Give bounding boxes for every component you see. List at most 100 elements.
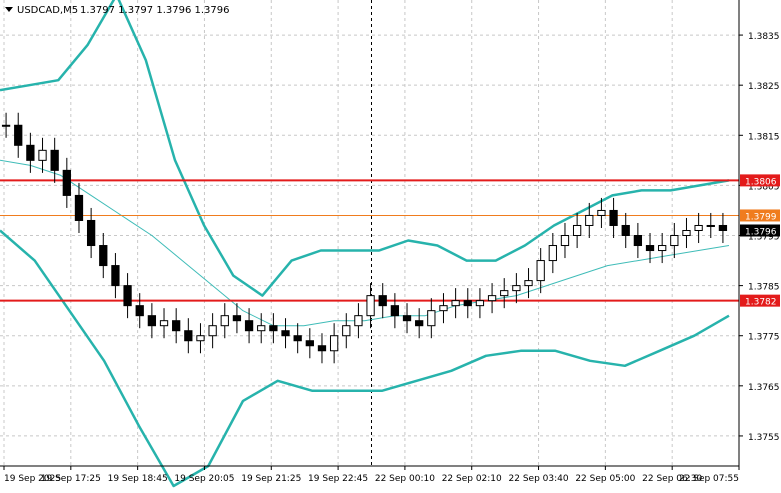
level-labels: 1.3806 1.3782 1.3799 1.3796 bbox=[740, 174, 780, 308]
time-tick-label: 19 Sep 21:25 bbox=[241, 474, 301, 484]
candle-body[interactable] bbox=[74, 194, 84, 221]
candle-body[interactable] bbox=[354, 315, 363, 327]
candle-body[interactable] bbox=[682, 229, 691, 237]
candle-body[interactable] bbox=[536, 260, 545, 282]
candle-body[interactable] bbox=[244, 320, 254, 332]
candle-body[interactable] bbox=[220, 315, 229, 327]
candle-body[interactable] bbox=[99, 245, 108, 267]
candle-body[interactable] bbox=[172, 320, 181, 332]
time-tick-label: 19 Sep 20:05 bbox=[174, 474, 234, 484]
time-tick-label: 22 Sep 00:10 bbox=[375, 474, 435, 484]
candle-body[interactable] bbox=[38, 149, 47, 161]
candle-body[interactable] bbox=[658, 245, 667, 252]
candle-body[interactable] bbox=[317, 345, 327, 352]
candle-body[interactable] bbox=[560, 235, 570, 247]
candle-body[interactable] bbox=[524, 280, 533, 287]
candle-body[interactable] bbox=[500, 290, 509, 297]
candle-body[interactable] bbox=[14, 124, 23, 146]
price-tick-label: 1.3795 bbox=[748, 233, 780, 243]
bollinger-upper-line bbox=[0, 0, 730, 297]
time-tick-label: 19 Sep 22:45 bbox=[308, 474, 368, 484]
candle-body[interactable] bbox=[378, 295, 387, 307]
time-tick-label: 22 Sep 05:00 bbox=[575, 474, 635, 484]
candle-body[interactable] bbox=[159, 320, 169, 327]
candle-body[interactable] bbox=[572, 224, 582, 237]
level-label: 1.3799 bbox=[745, 212, 777, 222]
candle-body[interactable] bbox=[111, 265, 120, 287]
candle-body[interactable] bbox=[1, 124, 11, 127]
candle-body[interactable] bbox=[548, 245, 557, 262]
level-label-bg bbox=[740, 209, 780, 222]
candle-body[interactable] bbox=[50, 149, 59, 171]
candle-body[interactable] bbox=[232, 315, 242, 322]
level-label-bg bbox=[740, 174, 780, 187]
time-tick-label: 19 Sep 17:25 bbox=[41, 474, 101, 484]
candle-body[interactable] bbox=[62, 169, 71, 196]
candle-body[interactable] bbox=[342, 325, 351, 337]
ohlc-readout: 1.3797 1.3797 1.3796 1.3796 bbox=[80, 5, 230, 16]
candle-body[interactable] bbox=[86, 219, 96, 247]
candle-body[interactable] bbox=[26, 144, 35, 161]
candle-body[interactable] bbox=[706, 224, 715, 227]
candle-body[interactable] bbox=[633, 235, 643, 247]
candle-body[interactable] bbox=[329, 335, 339, 352]
candle-body[interactable] bbox=[415, 320, 424, 327]
time-tick-label: 22 Sep 06:30 bbox=[642, 474, 702, 484]
price-tick-label: 1.3765 bbox=[748, 383, 780, 393]
candle-body[interactable] bbox=[512, 285, 521, 292]
candle-body[interactable] bbox=[305, 340, 314, 347]
bollinger-lower-line bbox=[0, 229, 730, 488]
bid-label: 1.3796 bbox=[745, 227, 777, 237]
candle-body[interactable] bbox=[196, 335, 205, 342]
candle-body[interactable] bbox=[135, 305, 144, 317]
candle-body[interactable] bbox=[670, 235, 679, 247]
candle-body[interactable] bbox=[208, 325, 217, 337]
candle-body[interactable] bbox=[621, 224, 630, 237]
level-label-bg bbox=[740, 294, 780, 307]
candle-body[interactable] bbox=[463, 300, 472, 307]
candle-body[interactable] bbox=[147, 315, 157, 327]
candle-body[interactable] bbox=[184, 330, 193, 342]
candle-body[interactable] bbox=[427, 310, 436, 327]
time-tick-label: 19 Sep 18:45 bbox=[108, 474, 168, 484]
candle-body[interactable] bbox=[451, 300, 460, 307]
candle-body[interactable] bbox=[609, 209, 618, 226]
candle-body[interactable] bbox=[257, 325, 266, 332]
price-tick-label: 1.3835 bbox=[748, 32, 780, 42]
candle-body[interactable] bbox=[585, 214, 594, 226]
candles[interactable] bbox=[1, 112, 728, 364]
time-tick-label: 22 Sep 07:55 bbox=[679, 474, 739, 484]
time-tick-label: 22 Sep 02:10 bbox=[442, 474, 502, 484]
price-axis[interactable]: 1.3835 1.3825 1.3815 1.3805 1.3795 1.3785 1.37… bbox=[739, 32, 780, 443]
candle-body[interactable] bbox=[597, 209, 606, 216]
candle-body[interactable] bbox=[293, 335, 302, 342]
candle-body[interactable] bbox=[123, 285, 132, 307]
chart-header: USDCAD,M5 1.3797 1.3797 1.3796 1.3796 bbox=[5, 5, 230, 16]
triangle-down-icon[interactable] bbox=[5, 7, 13, 12]
bid-label-bg bbox=[740, 224, 780, 237]
candle-body[interactable] bbox=[645, 245, 655, 252]
candle-body[interactable] bbox=[439, 305, 448, 312]
candle-body[interactable] bbox=[718, 224, 728, 231]
candle-body[interactable] bbox=[487, 295, 497, 302]
time-tick-label: 22 Sep 03:40 bbox=[509, 474, 569, 484]
price-tick-label: 1.3815 bbox=[748, 132, 780, 142]
candle-body[interactable] bbox=[281, 330, 290, 337]
candle-body[interactable] bbox=[694, 224, 703, 231]
candle-body[interactable] bbox=[475, 300, 485, 307]
level-label: 1.3806 bbox=[745, 177, 777, 187]
price-tick-label: 1.3785 bbox=[748, 283, 780, 293]
candle-body[interactable] bbox=[269, 325, 278, 332]
candle-body[interactable] bbox=[390, 305, 400, 317]
symbol-label: USDCAD,M5 bbox=[17, 5, 78, 16]
price-tick-label: 1.3805 bbox=[748, 182, 780, 192]
candle-body[interactable] bbox=[402, 315, 412, 322]
time-tick-label: 19 Sep 2025 bbox=[4, 474, 61, 484]
price-tick-label: 1.3755 bbox=[748, 433, 780, 443]
price-tick-label: 1.3775 bbox=[748, 333, 780, 343]
candle-body[interactable] bbox=[366, 295, 375, 317]
